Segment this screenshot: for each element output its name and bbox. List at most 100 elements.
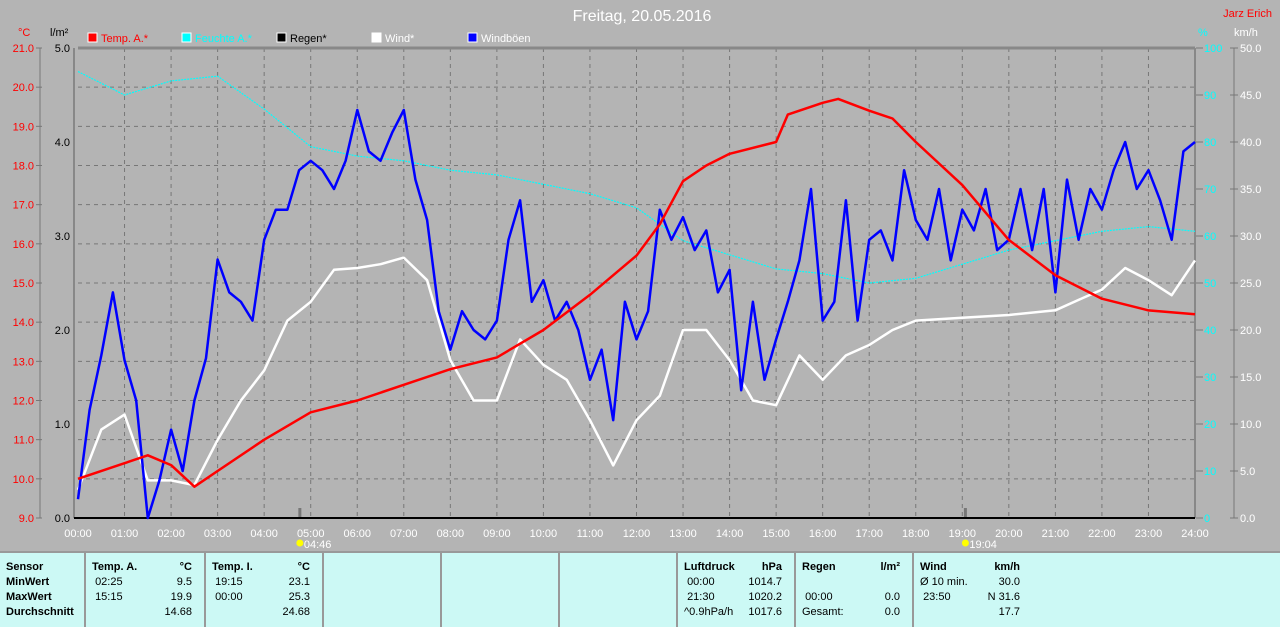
x-tick-label: 11:00 — [577, 528, 604, 540]
pressure-max: 1020.2 — [748, 591, 782, 603]
rain-total-label: Gesamt: — [802, 606, 844, 618]
legend-label: Windböen — [481, 33, 531, 45]
pressure-avg: 1017.6 — [748, 606, 782, 618]
rain-max: 0.0 — [884, 591, 900, 603]
temp-i-avg: 24.68 — [282, 606, 310, 618]
pressure-header: Luftdruck — [684, 561, 735, 573]
wind-tick-label: 5.0 — [1240, 466, 1255, 478]
wind-tick-label: 20.0 — [1240, 325, 1261, 337]
x-tick-label: 08:00 — [437, 528, 465, 540]
sunset-label: 19:04 — [969, 539, 997, 551]
wind-unit: km/h — [1234, 27, 1258, 39]
temp-tick-label: 10.0 — [13, 474, 34, 486]
humidity-tick-label: 80 — [1204, 137, 1216, 149]
legend-swatch — [87, 32, 98, 43]
stats-temp-a-col: Temp. A. °C 02:25 9.5 15:15 19.9 14.68 — [86, 553, 206, 627]
temp-tick-label: 14.0 — [13, 317, 34, 329]
rain-header: Regen — [802, 561, 836, 573]
sunrise-icon — [296, 539, 304, 547]
wind-avg: 17.7 — [998, 606, 1020, 618]
series-line-wind- — [76, 256, 1197, 491]
temp-unit: °C — [18, 27, 30, 39]
humidity-tick-label: 0 — [1204, 513, 1210, 525]
x-tick-label: 00:00 — [64, 528, 92, 540]
sunset-icon — [961, 539, 969, 547]
temp-a-avg: 14.68 — [164, 606, 192, 618]
rain-unit: l/m² — [50, 27, 69, 39]
stats-sensor-col: Sensor MinWert MaxWert Durchschnitt — [0, 553, 86, 627]
x-tick-label: 13:00 — [669, 528, 697, 540]
rain-unit: l/m² — [880, 561, 900, 573]
temp-tick-label: 15.0 — [13, 278, 34, 290]
sunrise-label: 04:46 — [304, 539, 332, 551]
rain-tick-label: 1.0 — [55, 419, 70, 431]
wind-tick-label: 15.0 — [1240, 372, 1261, 384]
chart-title: Freitag, 20.05.2016 — [573, 8, 712, 25]
wind-tick-label: 50.0 — [1240, 43, 1261, 55]
legend: Temp. A.* Feuchte A.* Regen* Wind* Windböen — [87, 32, 531, 45]
temp-i-header: Temp. I. — [212, 561, 253, 573]
x-tick-label: 12:00 — [623, 528, 651, 540]
x-tick-label: 20:00 — [995, 528, 1023, 540]
wind-tick-label: 10.0 — [1240, 419, 1261, 431]
pressure-max-time: 21:30 — [687, 591, 715, 603]
x-tick-label: 06:00 — [343, 528, 371, 540]
pressure-trend: ^0.9hPa/h — [684, 606, 734, 618]
legend-label: Feuchte A.* — [195, 33, 253, 45]
temp-a-max-time: 15:15 — [95, 591, 123, 603]
x-tick-label: 14:00 — [716, 528, 744, 540]
wind-avg10-label: Ø 10 min. — [920, 576, 968, 588]
temp-i-max-time: 00:00 — [215, 591, 243, 603]
rain-tick-label: 3.0 — [55, 231, 70, 243]
humidity-tick-label: 50 — [1204, 278, 1216, 290]
pressure-unit: hPa — [761, 561, 782, 573]
humidity-tick-label: 100 — [1204, 43, 1222, 55]
humidity-tick-label: 90 — [1204, 90, 1216, 102]
humidity-tick-label: 40 — [1204, 325, 1216, 337]
x-tick-label: 09:00 — [483, 528, 511, 540]
temp-tick-label: 12.0 — [13, 396, 34, 408]
rain-tick-label: 5.0 — [55, 43, 70, 55]
humidity-unit: % — [1198, 27, 1208, 39]
x-tick-label: 16:00 — [809, 528, 837, 540]
temp-tick-label: 11.0 — [13, 435, 34, 447]
humidity-tick-label: 70 — [1204, 184, 1216, 196]
pressure-min-time: 00:00 — [687, 576, 715, 588]
temp-tick-label: 17.0 — [13, 200, 34, 212]
stats-panel: Sensor MinWert MaxWert Durchschnitt Temp… — [0, 551, 1280, 627]
legend-swatch — [371, 32, 382, 43]
stats-empty-col-3 — [560, 553, 678, 627]
legend-label: Regen* — [290, 33, 327, 45]
temp-a-header: Temp. A. — [92, 561, 138, 573]
pressure-min: 1014.7 — [748, 576, 782, 588]
x-tick-label: 05:00 — [297, 528, 325, 540]
x-tick-label: 22:00 — [1088, 528, 1116, 540]
temp-tick-label: 9.0 — [19, 513, 34, 525]
legend-swatch — [276, 32, 287, 43]
grid — [78, 48, 1195, 518]
stats-wind-col: Wind km/h Ø 10 min. 30.0 23:50 N 31.6 17.7 — [914, 553, 1032, 627]
wind-tick-label: 45.0 — [1240, 90, 1261, 102]
stats-pressure-col: Luftdruck hPa 00:00 1014.7 21:30 1020.2 ^0.… — [678, 553, 796, 627]
humidity-tick-label: 20 — [1204, 419, 1216, 431]
row-label-avg: Durchschnitt — [6, 606, 74, 618]
humidity-tick-label: 60 — [1204, 231, 1216, 243]
series-line-temp-a- — [77, 97, 1196, 488]
wind-tick-label: 30.0 — [1240, 231, 1261, 243]
x-tick-label: 18:00 — [902, 528, 930, 540]
temp-i-min: 23.1 — [288, 576, 310, 588]
temp-i-unit: °C — [297, 561, 310, 573]
x-tick-label: 02:00 — [157, 528, 185, 540]
stats-empty-col-2 — [442, 553, 560, 627]
x-tick-label: 21:00 — [1042, 528, 1070, 540]
sensor-header: Sensor — [6, 561, 44, 573]
temp-a-max: 19.9 — [170, 591, 192, 603]
rain-tick-label: 0.0 — [55, 513, 70, 525]
wind-max-time: 23:50 — [923, 591, 951, 603]
temp-tick-label: 19.0 — [13, 121, 34, 133]
x-tick-label: 04:00 — [250, 528, 278, 540]
series-lines — [76, 70, 1197, 520]
temp-tick-label: 20.0 — [13, 82, 34, 94]
x-tick-label: 23:00 — [1135, 528, 1163, 540]
rain-max-time: 00:00 — [805, 591, 833, 603]
